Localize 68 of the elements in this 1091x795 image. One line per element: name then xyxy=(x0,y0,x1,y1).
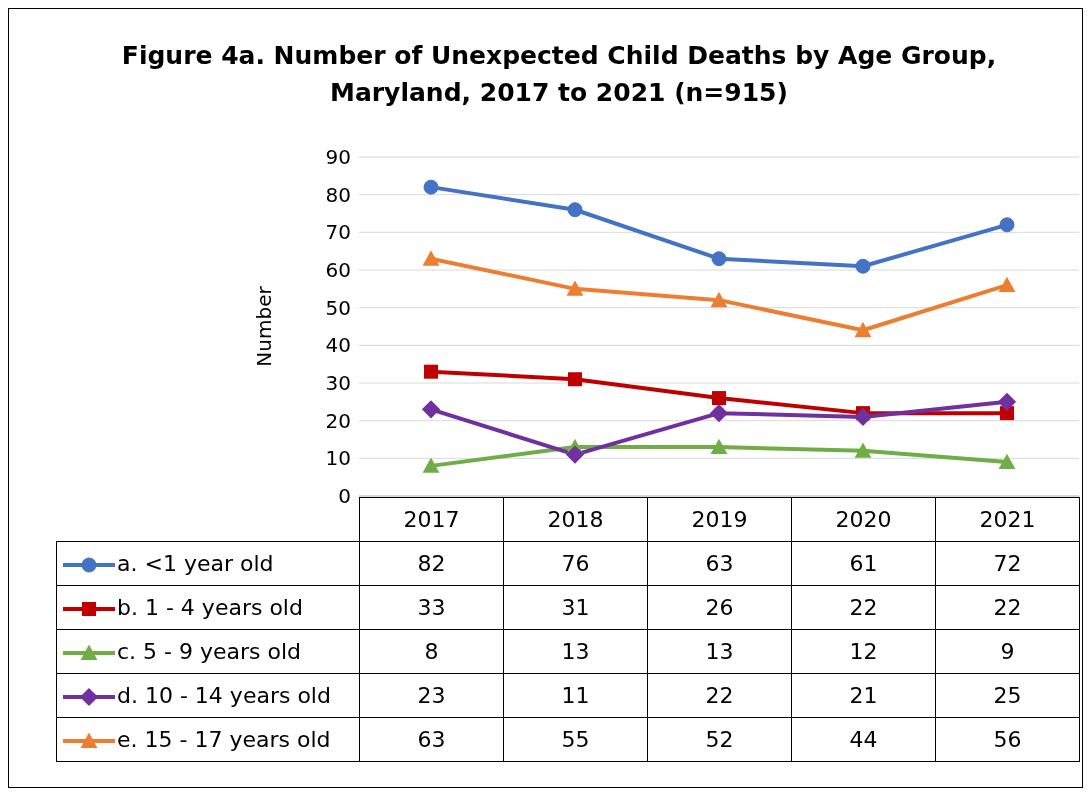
data-label: 22 xyxy=(935,585,1080,630)
data-label: 22 xyxy=(647,673,792,718)
data-label: 26 xyxy=(647,585,792,630)
data-label: 55 xyxy=(503,717,648,762)
legend-label: c. 5 - 9 years old xyxy=(117,639,302,664)
point xyxy=(998,453,1016,470)
point xyxy=(566,280,584,296)
legend-label: a. <1 year old xyxy=(117,551,274,576)
x-tick-label: 2017 xyxy=(359,497,504,542)
point xyxy=(997,392,1017,411)
x-tick-label: 2021 xyxy=(935,497,1080,542)
point xyxy=(423,179,439,195)
point xyxy=(422,250,440,266)
y-tick-label: 40 xyxy=(325,333,351,358)
data-label: 44 xyxy=(791,717,936,762)
y-tick-label: 30 xyxy=(325,371,351,396)
data-label: 13 xyxy=(647,629,792,674)
y-tick-label: 20 xyxy=(325,408,351,433)
legend-label: d. 10 - 14 years old xyxy=(117,683,331,708)
data-label: 22 xyxy=(791,585,936,630)
data-label: 21 xyxy=(791,673,936,718)
point xyxy=(998,276,1016,293)
data-label: 31 xyxy=(503,585,648,630)
legend-label: b. 1 - 4 years old xyxy=(117,595,303,620)
data-label: 33 xyxy=(359,585,504,630)
point xyxy=(568,372,582,387)
data-label: 61 xyxy=(791,541,936,586)
point xyxy=(710,438,728,455)
data-label: 11 xyxy=(503,673,648,718)
point xyxy=(854,442,872,458)
point xyxy=(565,445,585,464)
data-label: 9 xyxy=(935,629,1080,674)
data-label: 8 xyxy=(359,629,504,674)
chart-title: Figure 4a. Number of Unexpected Child Deaths by Age Group, Maryland, 2017 to 2021 (n=915) xyxy=(120,40,998,109)
y-tick-label: 70 xyxy=(325,220,351,245)
data-label: 72 xyxy=(935,541,1080,586)
data-label: 23 xyxy=(359,673,504,718)
data-label: 52 xyxy=(647,717,792,762)
point xyxy=(999,217,1015,233)
data-label: 25 xyxy=(935,673,1080,718)
point xyxy=(422,457,440,473)
point xyxy=(709,404,729,423)
point xyxy=(712,391,726,406)
y-tick-label: 10 xyxy=(325,446,351,471)
data-label: 56 xyxy=(935,717,1080,762)
point xyxy=(711,251,727,267)
data-label: 82 xyxy=(359,541,504,586)
point xyxy=(424,364,438,379)
data-label: 63 xyxy=(647,541,792,586)
data-label: 12 xyxy=(791,629,936,674)
y-tick-label: 50 xyxy=(325,295,351,320)
data-label: 13 xyxy=(503,629,648,674)
point xyxy=(855,258,871,274)
y-tick-label: 90 xyxy=(325,145,351,170)
y-tick-label: 80 xyxy=(325,182,351,207)
x-tick-label: 2019 xyxy=(647,497,792,542)
legend-label: e. 15 - 17 years old xyxy=(117,727,331,752)
y-axis-title: Number xyxy=(252,285,277,367)
x-tick-label: 2020 xyxy=(791,497,936,542)
point xyxy=(567,202,583,218)
point xyxy=(853,407,873,426)
data-label: 63 xyxy=(359,717,504,762)
x-tick-label: 2018 xyxy=(503,497,648,542)
point xyxy=(710,291,728,308)
data-label: 76 xyxy=(503,541,648,586)
point xyxy=(854,321,872,338)
point xyxy=(421,400,441,419)
y-tick-label: 60 xyxy=(325,258,351,283)
